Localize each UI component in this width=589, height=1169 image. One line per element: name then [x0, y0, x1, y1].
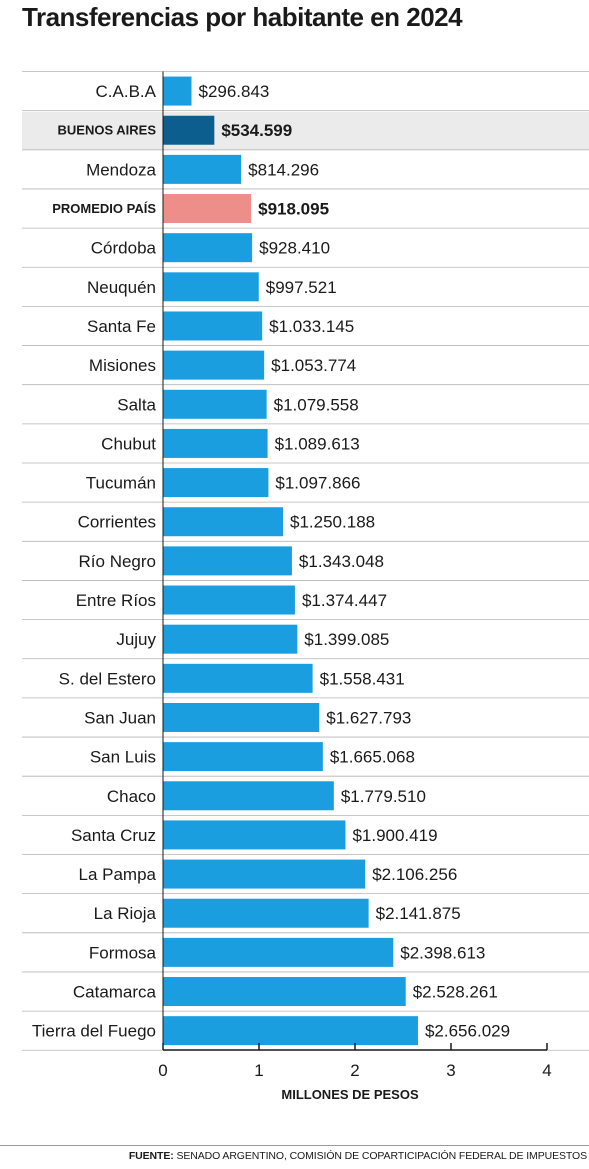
x-tick-label: 0 — [158, 1061, 167, 1080]
category-label-chubut: Chubut — [101, 434, 156, 453]
value-label-s-del-estero: $1.558.431 — [320, 669, 405, 688]
category-label-salta: Salta — [117, 395, 156, 414]
category-label-san-luis: San Luis — [90, 748, 156, 767]
category-label-corrientes: Corrientes — [78, 513, 156, 532]
value-label-tucuman: $1.097.866 — [275, 474, 360, 493]
value-label-misiones: $1.053.774 — [271, 356, 356, 375]
x-tick-label: 2 — [350, 1061, 359, 1080]
bar-misiones — [163, 350, 265, 380]
value-label-san-juan: $1.627.793 — [326, 708, 411, 727]
value-label-san-luis: $1.665.068 — [330, 748, 415, 767]
category-label-la-pampa: La Pampa — [79, 865, 157, 884]
bar-rio-negro — [163, 546, 292, 576]
bar-la-rioja — [163, 898, 369, 928]
value-label-tierra-del-fuego: $2.656.029 — [425, 1022, 510, 1041]
value-label-cordoba: $928.410 — [259, 239, 330, 258]
category-label-jujuy: Jujuy — [116, 630, 156, 649]
category-label-s-del-estero: S. del Estero — [59, 669, 156, 688]
bar-neuquen — [163, 272, 259, 302]
category-label-tierra-del-fuego: Tierra del Fuego — [32, 1022, 156, 1041]
category-label-formosa: Formosa — [89, 943, 157, 962]
category-label-santa-cruz: Santa Cruz — [71, 826, 156, 845]
bar-entre-rios — [163, 585, 295, 615]
bar-la-pampa — [163, 859, 366, 889]
value-label-c-a-b-a: $296.843 — [198, 82, 269, 101]
bar-promedio-pais — [163, 194, 252, 224]
bar-tierra-del-fuego — [163, 1016, 418, 1046]
bar-c-a-b-a — [163, 76, 192, 106]
x-axis-title: MILLONES DE PESOS — [281, 1087, 419, 1102]
category-label-neuquen: Neuquén — [87, 278, 156, 297]
category-label-santa-fe: Santa Fe — [87, 317, 156, 336]
bar-san-juan — [163, 702, 320, 732]
bar-chart: C.A.B.A $296.843 BUENOS AIRES $534.599 Mendo… — [22, 71, 589, 1102]
value-label-rio-negro: $1.343.048 — [299, 552, 384, 571]
value-label-la-rioja: $2.141.875 — [376, 904, 461, 923]
bar-mendoza — [163, 154, 242, 184]
x-tick-label: 1 — [254, 1061, 263, 1080]
bar-cordoba — [163, 233, 253, 263]
source-label: FUENTE: — [128, 1150, 174, 1162]
category-label-c-a-b-a: C.A.B.A — [96, 82, 157, 101]
category-label-mendoza: Mendoza — [86, 160, 156, 179]
bar-chubut — [163, 428, 268, 458]
bar-chaco — [163, 781, 334, 811]
category-label-la-rioja: La Rioja — [94, 904, 157, 923]
value-label-promedio-pais: $918.095 — [258, 200, 329, 219]
bar-santa-cruz — [163, 820, 346, 850]
bar-formosa — [163, 937, 394, 967]
bar-salta — [163, 389, 267, 419]
value-label-salta: $1.079.558 — [274, 395, 359, 414]
value-label-chaco: $1.779.510 — [341, 787, 426, 806]
value-label-entre-rios: $1.374.447 — [302, 591, 387, 610]
category-label-chaco: Chaco — [107, 787, 156, 806]
bar-jujuy — [163, 624, 298, 654]
chart-title: Transferencias por habitante en 2024 — [22, 2, 463, 32]
category-label-cordoba: Córdoba — [91, 239, 157, 258]
bar-s-del-estero — [163, 663, 313, 693]
source-text: SENADO ARGENTINO, COMISIÓN DE COPARTICIP… — [173, 1150, 587, 1162]
x-tick-label: 3 — [446, 1061, 455, 1080]
source-divider — [0, 1145, 589, 1146]
value-label-santa-cruz: $1.900.419 — [352, 826, 437, 845]
value-label-la-pampa: $2.106.256 — [372, 865, 457, 884]
bar-santa-fe — [163, 311, 263, 341]
category-label-promedio-pais: PROMEDIO PAÍS — [52, 201, 156, 216]
category-label-rio-negro: Río Negro — [79, 552, 156, 571]
bar-san-luis — [163, 742, 323, 772]
source-note: FUENTE: SENADO ARGENTINO, COMISIÓN DE CO… — [129, 1150, 587, 1162]
x-tick-label: 4 — [542, 1061, 551, 1080]
value-label-jujuy: $1.399.085 — [304, 630, 389, 649]
category-label-entre-rios: Entre Ríos — [76, 591, 156, 610]
category-label-misiones: Misiones — [89, 356, 156, 375]
category-label-catamarca: Catamarca — [73, 983, 157, 1002]
value-label-santa-fe: $1.033.145 — [269, 317, 354, 336]
bar-catamarca — [163, 977, 406, 1007]
category-label-buenos-aires: BUENOS AIRES — [58, 123, 157, 138]
value-label-buenos-aires: $534.599 — [221, 121, 292, 140]
value-label-mendoza: $814.296 — [248, 160, 319, 179]
value-label-neuquen: $997.521 — [266, 278, 337, 297]
bar-tucuman — [163, 468, 269, 498]
bar-corrientes — [163, 507, 284, 537]
bar-buenos-aires — [163, 115, 215, 145]
category-label-san-juan: San Juan — [84, 708, 156, 727]
highlight-row-buenos-aires — [22, 111, 589, 150]
category-label-tucuman: Tucumán — [86, 474, 156, 493]
value-label-chubut: $1.089.613 — [275, 434, 360, 453]
value-label-formosa: $2.398.613 — [400, 943, 485, 962]
value-label-corrientes: $1.250.188 — [290, 513, 375, 532]
value-label-catamarca: $2.528.261 — [413, 983, 498, 1002]
